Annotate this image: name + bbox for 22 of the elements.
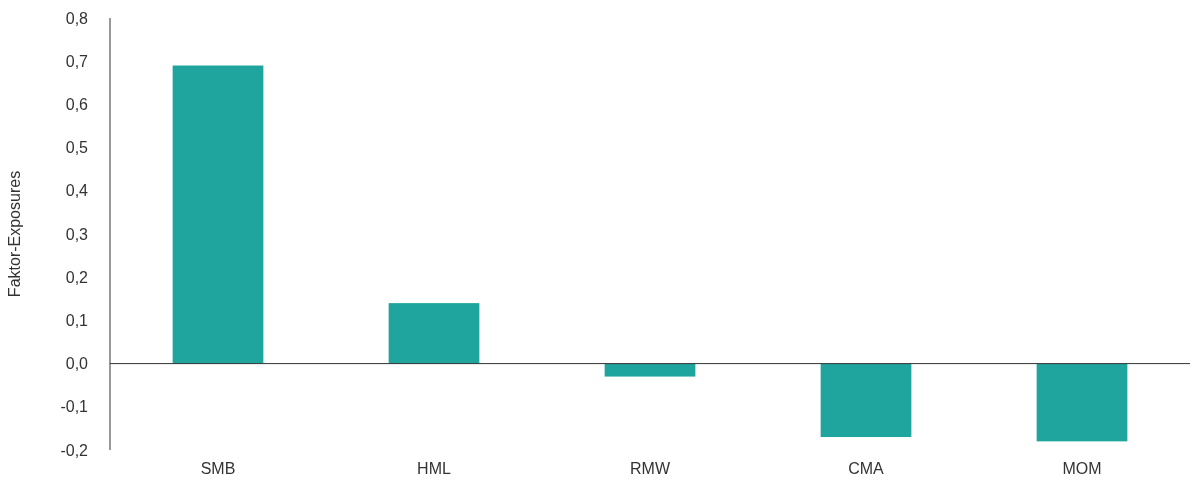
y-tick-label: 0,2 (65, 268, 89, 286)
y-tick-label: 0,0 (65, 355, 89, 373)
x-tick-label: CMA (848, 460, 885, 477)
x-tick-label: SMB (200, 460, 236, 477)
x-tick-label: MOM (1062, 460, 1102, 477)
y-tick-label: 0,6 (65, 96, 89, 113)
bar (820, 363, 912, 438)
bar (388, 303, 480, 364)
y-axis-title: Faktor-Exposures (6, 170, 23, 298)
x-tick-label: RMW (630, 460, 671, 477)
bar (172, 65, 264, 364)
x-tick-label: HML (417, 460, 451, 477)
y-tick-label: 0,4 (65, 182, 89, 200)
bar (604, 363, 696, 377)
y-tick-label: -0,1 (60, 398, 89, 416)
y-tick-label: 0,8 (65, 9, 89, 27)
y-tick-label: 0,5 (65, 139, 89, 157)
y-tick-label: 0,7 (65, 52, 89, 70)
y-tick-label: -0,2 (60, 441, 89, 459)
y-tick-label: 0,3 (65, 225, 89, 243)
y-tick-label: 0,1 (65, 312, 89, 329)
bar (1036, 363, 1128, 442)
